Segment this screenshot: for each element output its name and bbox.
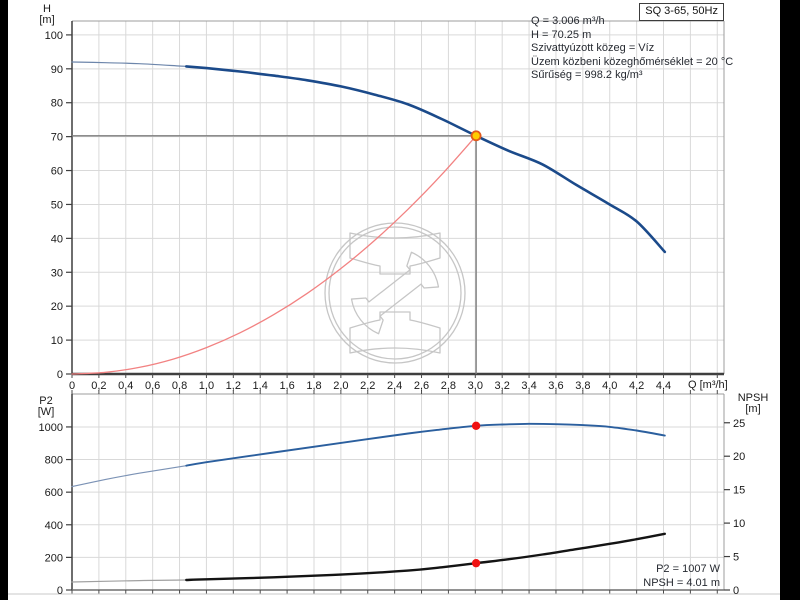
x-tick-label: 0,4	[118, 380, 133, 392]
p2-axis-title-unit: [W]	[37, 406, 55, 418]
x-tick-label: 1,2	[226, 380, 241, 392]
duty-point-results: P2 = 1007 W NPSH = 4.01 m	[643, 562, 720, 590]
npsh-tick-label: 10	[733, 518, 745, 530]
pump-model-box: SQ 3-65, 50Hz	[639, 3, 724, 21]
h-tick-label: 50	[51, 199, 63, 211]
pump-head-curve-thin	[71, 61, 187, 67]
npsh-tick-label: 25	[733, 418, 745, 430]
pump-head-curve	[185, 65, 667, 254]
x-tick-label: 4,2	[629, 380, 644, 392]
npsh-tick-label: 5	[733, 552, 739, 564]
x-tick-label: 1,8	[306, 380, 321, 392]
h-tick-label: 0	[57, 369, 63, 381]
annotation-line-temperature: Üzem közbeni közeghőmérséklet = 20 °C	[531, 55, 734, 68]
npsh-tick-label: 0	[733, 585, 739, 597]
h-tick-label: 40	[51, 233, 63, 245]
x-tick-label: 3,2	[495, 380, 510, 392]
q-axis-title: Q [m³/h]	[688, 379, 728, 391]
system-curve	[71, 135, 477, 375]
x-tick-label: 2,6	[414, 380, 429, 392]
x-tick-label: 4,0	[602, 380, 617, 392]
npsh-tick-label: 20	[733, 451, 745, 463]
x-tick-label: 3,8	[575, 380, 590, 392]
h-axis-title: H [m]	[34, 4, 60, 26]
x-tick-label: 0,6	[145, 380, 160, 392]
annotation-line-q: Q = 3.006 m³/h	[531, 15, 605, 27]
operating-point-marker[interactable]	[470, 130, 482, 142]
duty-point-annotations: Q = 3.006 m³/h H = 70.25 m Szivattyúzott…	[531, 15, 733, 83]
annotation-line-h: H = 70.25 m	[531, 28, 592, 41]
x-tick-label: 2,8	[441, 380, 456, 392]
p2-tick-label: 800	[45, 455, 63, 467]
x-tick-label: 4,4	[656, 380, 671, 392]
h-tick-label: 90	[51, 64, 63, 76]
h-tick-label: 10	[51, 335, 63, 347]
annotation-line-density: Sűrűség = 998.2 kg/m³	[531, 69, 643, 81]
h-tick-label: 100	[45, 30, 63, 42]
x-tick-label: 2,2	[360, 380, 375, 392]
p2-tick-label: 1000	[39, 422, 63, 434]
h-axis-title-unit: [m]	[39, 14, 55, 26]
npsh-axis-title-unit: [m]	[745, 403, 761, 415]
h-tick-label: 60	[51, 166, 63, 178]
h-tick-label: 30	[51, 267, 63, 279]
grundfos-watermark-icon	[324, 222, 466, 364]
p2-tick-label: 200	[45, 552, 63, 564]
x-tick-label: 1,4	[253, 380, 268, 392]
h-tick-label: 70	[51, 132, 63, 144]
duty-point-dot	[471, 421, 481, 430]
x-tick-label: 1,0	[199, 380, 214, 392]
x-tick-label: 0,2	[91, 380, 106, 392]
x-tick-label: 2,0	[333, 380, 348, 392]
x-tick-label: 0,8	[172, 380, 187, 392]
x-tick-label: 2,4	[387, 380, 402, 392]
h-tick-label: 80	[51, 98, 63, 110]
result-npsh: NPSH = 4.01 m	[643, 577, 720, 589]
x-tick-label: 1,6	[279, 380, 294, 392]
npsh-axis-title-symbol: NPSH	[737, 392, 769, 404]
npsh-axis-title: NPSH [m]	[729, 393, 777, 415]
x-tick-label: 0	[69, 380, 75, 392]
x-tick-label: 3,6	[548, 380, 563, 392]
p2-tick-label: 600	[45, 487, 63, 499]
p2-power-curve	[185, 422, 666, 467]
p2-axis-title: P2 [W]	[32, 396, 60, 418]
annotation-line-medium: Szivattyúzott közeg = Víz	[531, 42, 655, 54]
npsh-curve-thin	[71, 579, 187, 583]
p2-tick-label: 400	[45, 520, 63, 532]
p2-axis-title-symbol: P2	[39, 395, 53, 407]
result-p2: P2 = 1007 W	[656, 563, 720, 575]
duty-point-dot	[471, 558, 481, 568]
x-tick-label: 3,4	[521, 380, 536, 392]
h-axis-title-symbol: H	[43, 3, 51, 15]
h-tick-label: 20	[51, 301, 63, 313]
npsh-tick-label: 15	[733, 485, 745, 497]
p2-tick-label: 0	[57, 585, 63, 597]
p2-power-curve-thin	[71, 465, 187, 488]
x-tick-label: 3,0	[468, 380, 483, 392]
